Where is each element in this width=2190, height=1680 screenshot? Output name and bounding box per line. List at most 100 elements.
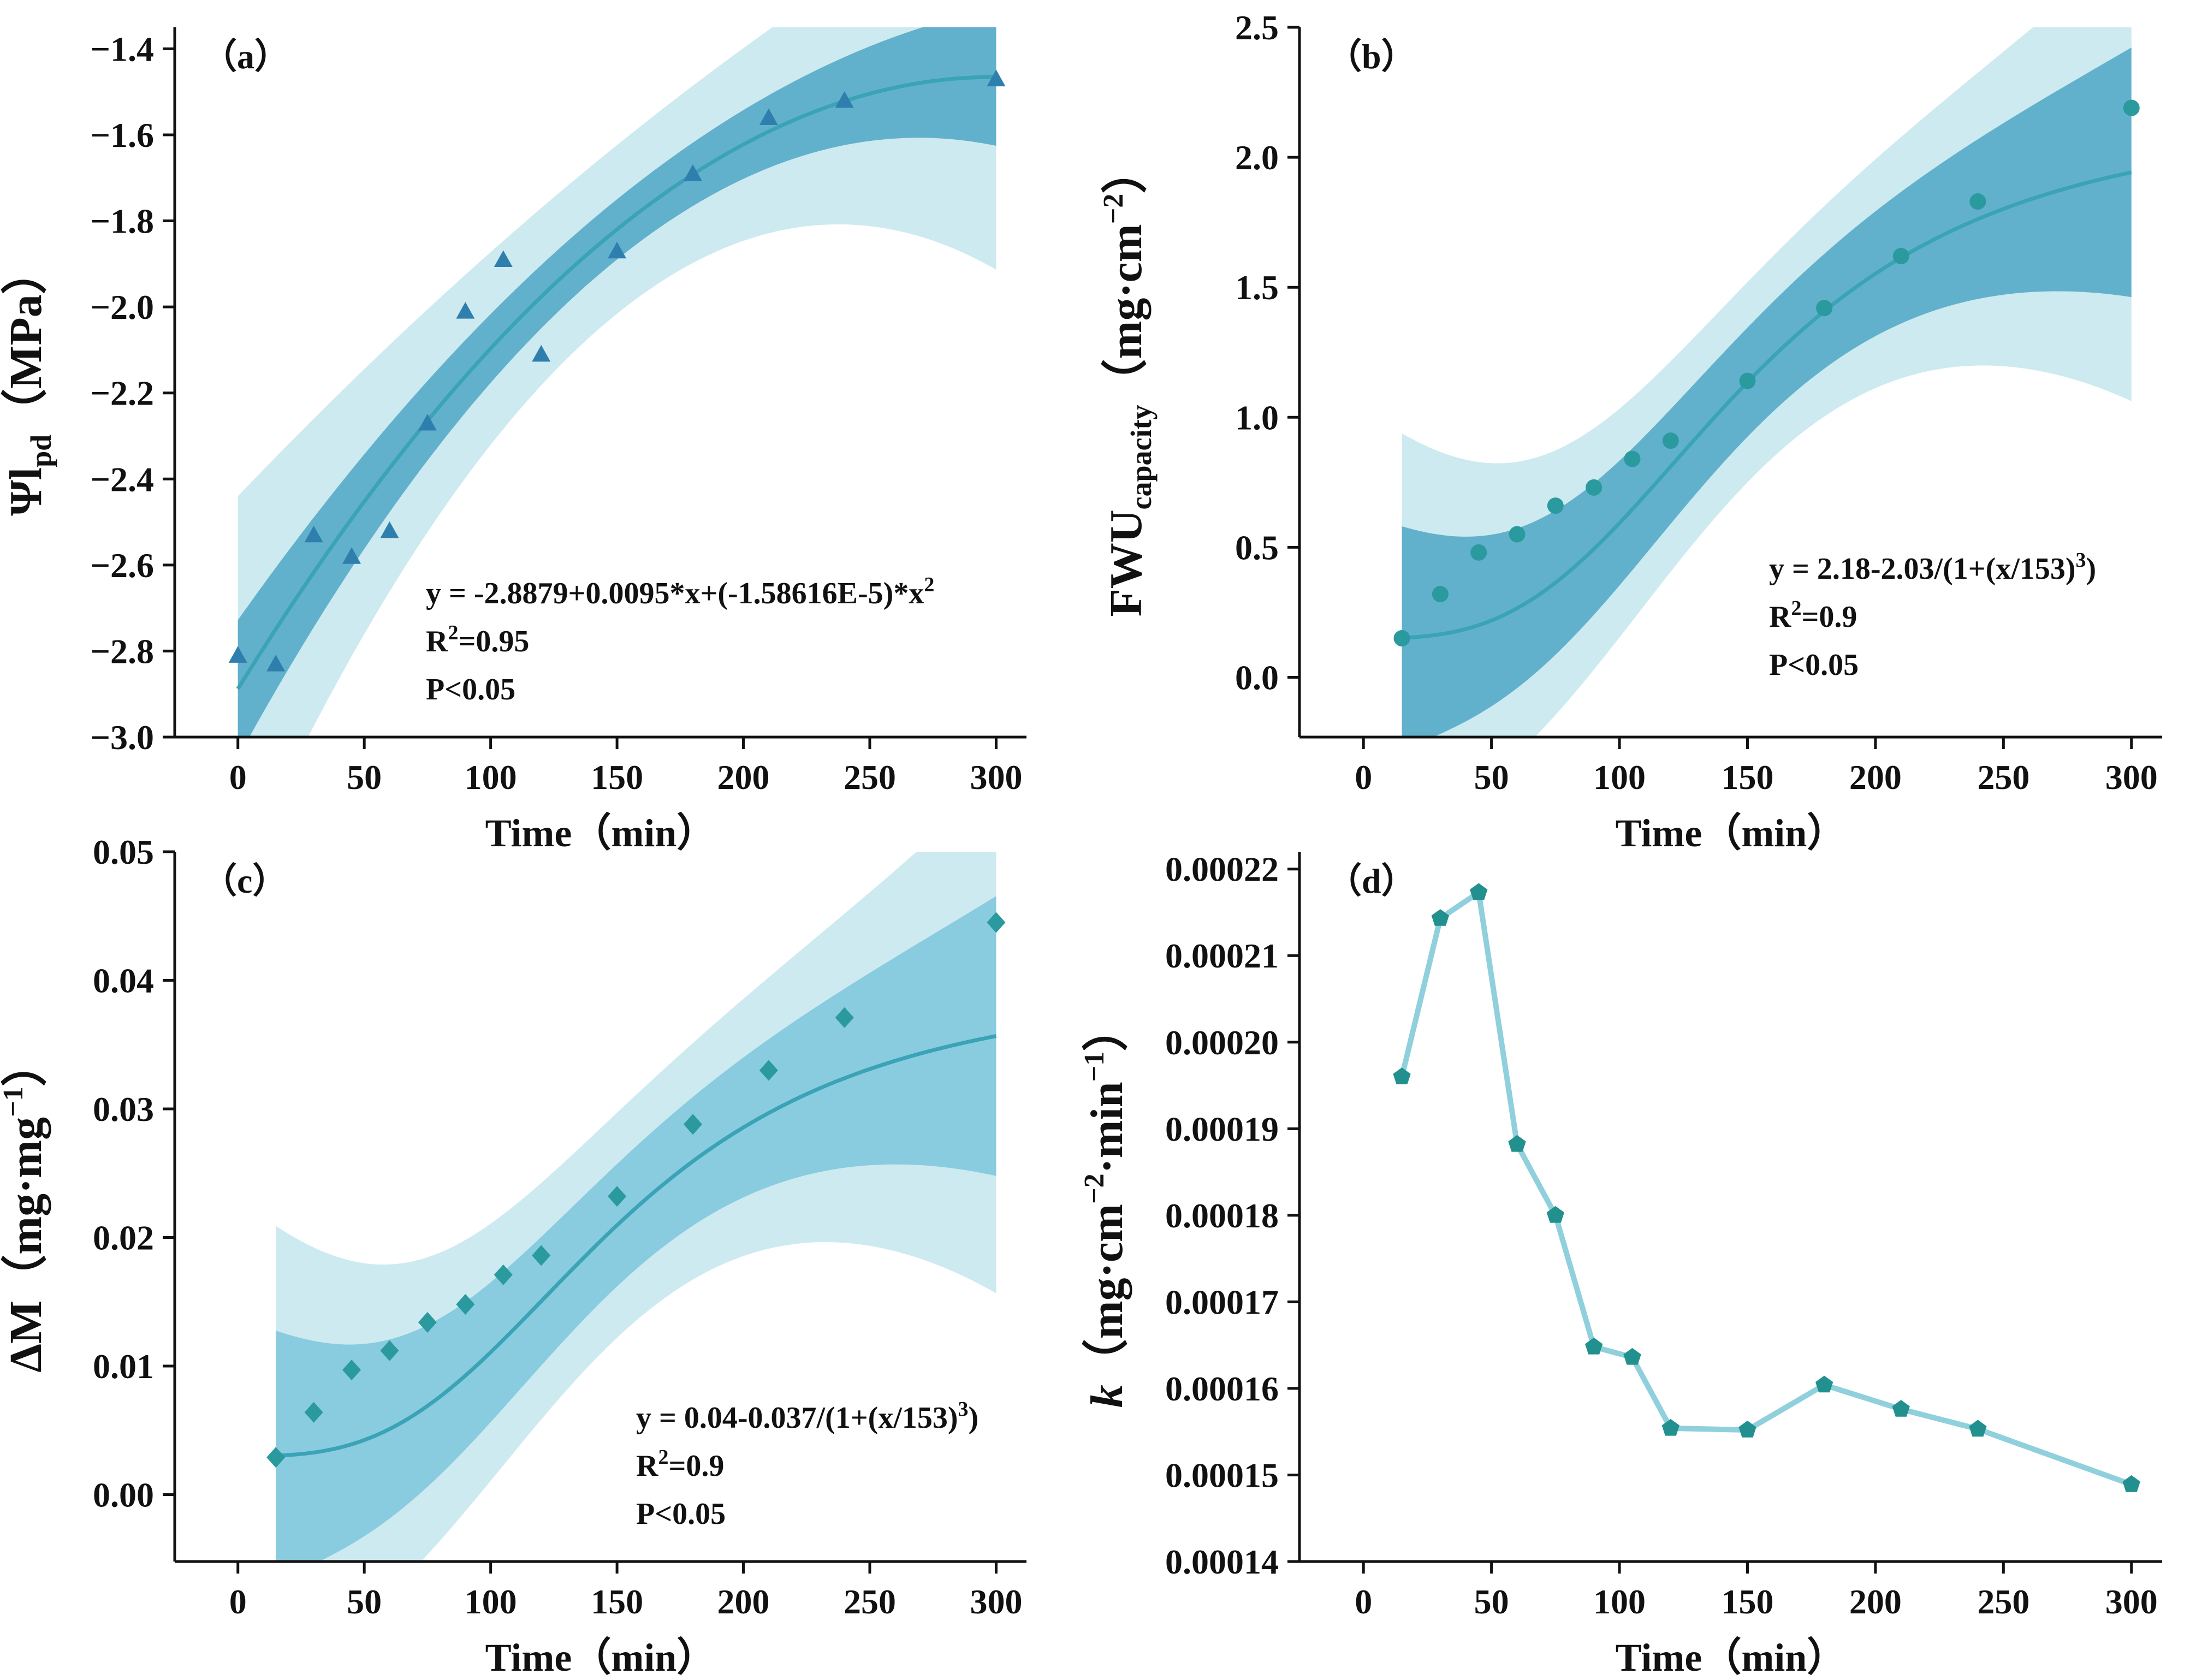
- data-point-d-0: [1393, 1067, 1411, 1084]
- data-point-c-2: [342, 1360, 361, 1381]
- x-tick-label-a-5: 250: [844, 758, 896, 797]
- y-tick-label-d-8: 0.00022: [1165, 850, 1279, 889]
- data-point-a-13: [987, 69, 1006, 87]
- y-tick-label-a-1: −2.8: [91, 632, 154, 670]
- data-point-d-5: [1585, 1337, 1603, 1355]
- x-tick-label-c-0: 0: [229, 1582, 247, 1621]
- r-squared-sup-c: 2: [658, 1446, 668, 1469]
- data-point-a-7: [494, 250, 513, 268]
- data-point-c-9: [683, 1114, 702, 1135]
- confidence-band-a: [238, 27, 996, 737]
- data-point-b-0: [1393, 630, 1410, 647]
- x-tick-label-a-4: 200: [717, 758, 770, 797]
- y-tick-label-b-4: 2.0: [1235, 138, 1279, 177]
- y-tick-label-a-3: −2.4: [91, 460, 154, 498]
- data-point-a-12: [835, 91, 854, 108]
- confidence-band-b: [1402, 48, 2132, 737]
- fit-equation-close-b: ): [2086, 552, 2097, 586]
- data-point-b-5: [1586, 479, 1603, 496]
- data-point-a-2: [304, 525, 323, 543]
- x-tick-label-c-5: 250: [844, 1582, 896, 1621]
- y-tick-label-c-2: 0.02: [93, 1219, 154, 1257]
- y-label-sup-c: −1: [0, 1087, 29, 1117]
- fit-equation-b: y = 2.18-2.03/(1+(x/153)3): [1769, 549, 2096, 586]
- y-label-sup-b: −2: [1098, 194, 1129, 224]
- r-squared-r-a: R: [426, 625, 448, 658]
- x-axis-label-a: Time（min）: [485, 811, 716, 855]
- panel-b: 0 50 100 150 200 250 300 0.0 0.5 1.0 1.5 2.0 2.5 Time…: [1098, 8, 2162, 855]
- x-tick-label-d-6: 300: [2105, 1582, 2158, 1621]
- p-value-c: P<0.05: [636, 1497, 726, 1531]
- x-tick-label-b-3: 150: [1721, 758, 1773, 797]
- x-tick-label-d-4: 200: [1849, 1582, 1902, 1621]
- r-squared-sup-a: 2: [448, 621, 458, 644]
- x-tick-label-b-2: 100: [1593, 758, 1646, 797]
- y-label-rest-d: （mg·cm: [1082, 1204, 1132, 1385]
- x-axis-label-d: Time（min）: [1616, 1636, 1847, 1679]
- r-squared-b: R2=0.9: [1769, 597, 1857, 634]
- y-axis-label-d: k（mg·cm−2·min−1）: [1079, 1006, 1132, 1408]
- plot-area-b: [1402, 27, 2132, 737]
- panel-label-c: （c）: [202, 862, 287, 900]
- data-point-c-11: [835, 1007, 854, 1028]
- y-tick-label-c-4: 0.04: [93, 961, 154, 1000]
- confidence-band-c: [276, 896, 996, 1562]
- data-point-c-1: [304, 1402, 323, 1423]
- x-tick-label-b-1: 50: [1474, 758, 1509, 797]
- data-point-c-10: [759, 1060, 778, 1081]
- y-tick-label-c-5: 0.05: [93, 833, 154, 871]
- data-point-b-8: [1739, 372, 1756, 389]
- panel-a: 0 50 100 150 200 250 300 −3.0 −2.8 −2.6 −2.4 −2.2 −2…: [1, 27, 1026, 855]
- x-tick-label-a-1: 50: [347, 758, 382, 797]
- data-point-a-5: [418, 413, 437, 431]
- y-tick-label-d-5: 0.00019: [1165, 1109, 1279, 1148]
- panel-label-d: （d）: [1327, 862, 1416, 900]
- data-point-d-4: [1546, 1206, 1564, 1223]
- y-label-close-b: ）: [1101, 148, 1152, 194]
- panel-label-b: （b）: [1327, 37, 1416, 76]
- y-tick-label-d-3: 0.00017: [1165, 1283, 1279, 1321]
- y-label-mid-d: ·min: [1082, 1082, 1132, 1173]
- y-label-main-b: FWU: [1101, 509, 1152, 616]
- fit-line-c: [276, 1034, 997, 1458]
- fit-equation-c: y = 0.04-0.037/(1+(x/153)3): [636, 1398, 978, 1435]
- x-tick-label-d-5: 250: [1977, 1582, 2029, 1621]
- y-tick-label-d-0: 0.00014: [1165, 1542, 1279, 1581]
- r-squared-value-b: =0.9: [1801, 600, 1857, 634]
- data-point-d-7: [1661, 1418, 1679, 1436]
- y-tick-label-c-1: 0.01: [93, 1347, 154, 1386]
- data-point-b-7: [1662, 432, 1679, 449]
- data-point-b-11: [1969, 193, 1986, 210]
- y-label-rest-a: （MPa）: [1, 248, 51, 435]
- y-tick-label-a-2: −2.6: [91, 546, 154, 585]
- data-point-d-3: [1508, 1135, 1526, 1152]
- y-tick-label-a-5: −2.0: [91, 288, 154, 326]
- data-point-b-10: [1892, 248, 1909, 265]
- x-tick-label-d-2: 100: [1593, 1582, 1646, 1621]
- y-tick-label-a-7: −1.6: [91, 116, 154, 155]
- data-point-a-9: [608, 241, 627, 259]
- r-squared-value-c: =0.9: [668, 1449, 724, 1483]
- fit-equation-text-b: y = 2.18-2.03/(1+(x/153): [1769, 552, 2076, 586]
- data-point-c-6: [494, 1264, 513, 1285]
- data-point-d-9: [1815, 1375, 1833, 1393]
- x-tick-label-d-3: 150: [1721, 1582, 1773, 1621]
- data-point-d-6: [1623, 1347, 1641, 1365]
- x-tick-label-a-6: 300: [970, 758, 1022, 797]
- x-tick-label-b-4: 200: [1849, 758, 1902, 797]
- x-axis-label-b: Time（min）: [1616, 811, 1847, 855]
- y-label-sub-b: capacity: [1125, 405, 1158, 509]
- data-point-c-4: [418, 1311, 437, 1333]
- data-point-b-12: [2123, 99, 2140, 116]
- data-point-a-4: [380, 521, 399, 538]
- data-point-d-8: [1738, 1421, 1756, 1438]
- y-label-close-c: ）: [1, 1041, 51, 1087]
- data-point-d-2: [1470, 883, 1488, 900]
- data-point-b-6: [1624, 450, 1641, 467]
- data-point-a-1: [266, 655, 286, 672]
- y-label-main-c: ΔM（mg·mg: [1, 1117, 51, 1373]
- x-tick-label-a-3: 150: [591, 758, 643, 797]
- y-tick-label-d-4: 0.00018: [1165, 1196, 1279, 1235]
- data-point-d-1: [1431, 909, 1449, 926]
- x-tick-label-a-0: 0: [229, 758, 247, 797]
